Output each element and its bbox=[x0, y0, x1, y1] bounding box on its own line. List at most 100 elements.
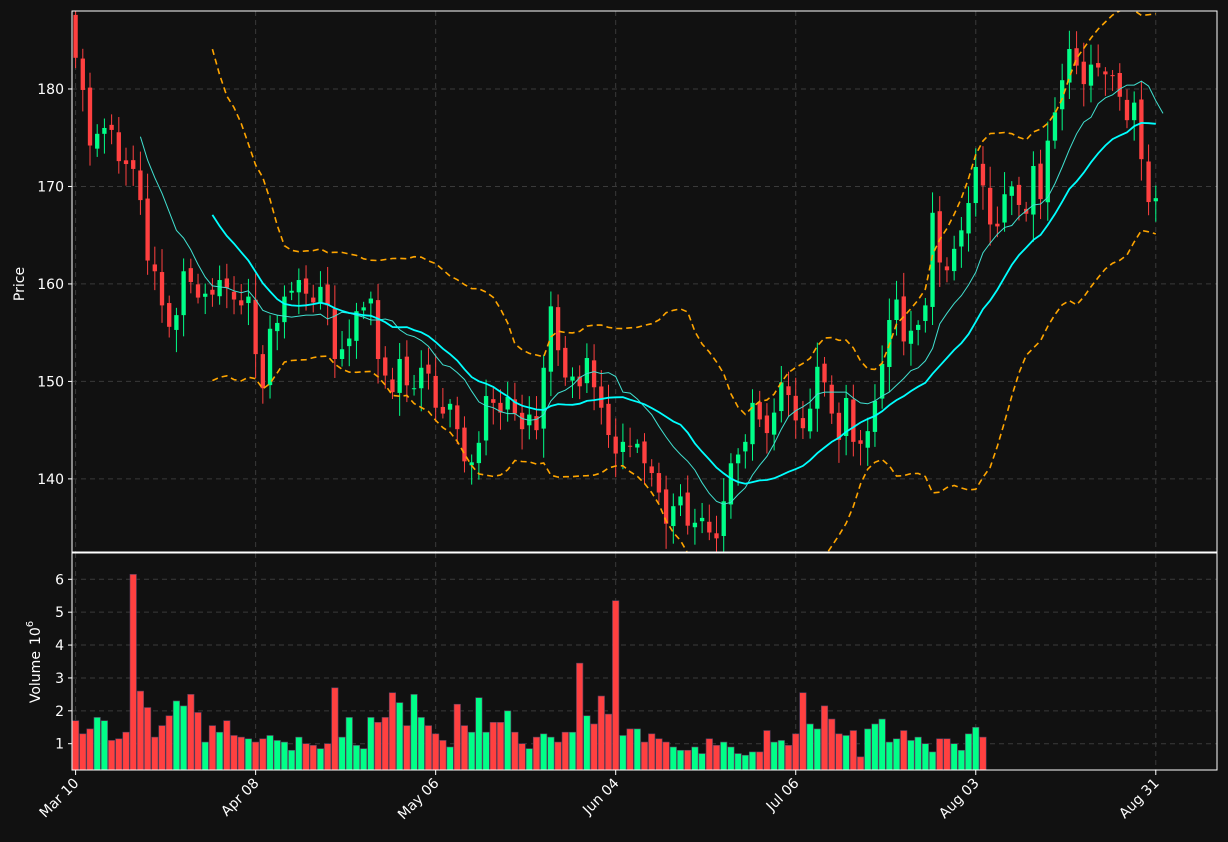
volume-bar bbox=[828, 718, 836, 770]
volume-bar bbox=[583, 715, 591, 770]
candle-body bbox=[116, 132, 121, 162]
volume-bar bbox=[295, 736, 303, 770]
candle-body bbox=[1045, 140, 1050, 203]
candle-body bbox=[599, 386, 604, 408]
volume-bar bbox=[446, 746, 454, 770]
candle-body bbox=[383, 357, 388, 376]
candle-body bbox=[606, 403, 611, 436]
volume-bar bbox=[684, 749, 692, 770]
volume-bar bbox=[792, 733, 800, 770]
price-panel-frame bbox=[71, 10, 1218, 553]
volume-bar bbox=[410, 694, 418, 770]
candle-body bbox=[678, 496, 683, 506]
volume-bar bbox=[965, 733, 973, 770]
volume-bar bbox=[266, 735, 274, 770]
candle-body bbox=[1146, 161, 1151, 203]
volume-bar bbox=[360, 748, 368, 770]
candle-body bbox=[656, 473, 662, 493]
candle-body bbox=[361, 307, 366, 311]
price-tick-label-170: 170 bbox=[37, 179, 64, 195]
volume-bar bbox=[208, 725, 216, 770]
volume-bar bbox=[820, 705, 829, 770]
candle-body bbox=[944, 266, 950, 271]
candle-body bbox=[239, 300, 244, 306]
candle-body bbox=[505, 397, 510, 410]
volume-bar bbox=[640, 741, 649, 770]
volume-bar bbox=[619, 735, 627, 770]
volume-bar bbox=[396, 702, 404, 770]
candle-body bbox=[354, 311, 359, 341]
volume-bar bbox=[194, 712, 202, 770]
candle-body bbox=[1052, 112, 1058, 141]
candle-body bbox=[915, 324, 921, 330]
volume-bar bbox=[568, 731, 577, 770]
candle-body bbox=[1038, 163, 1043, 200]
candle-body bbox=[750, 402, 755, 445]
upper-band-line bbox=[211, 11, 1156, 416]
candle-body bbox=[512, 399, 518, 414]
volume-bar bbox=[669, 746, 677, 770]
volume-bar bbox=[403, 725, 411, 770]
candle-body bbox=[685, 492, 690, 526]
candle-body bbox=[534, 416, 539, 431]
candle-body bbox=[253, 299, 258, 355]
candle-body bbox=[620, 441, 626, 452]
volume-bar bbox=[316, 748, 324, 770]
volume-bar bbox=[957, 749, 965, 770]
volume-bar bbox=[432, 733, 440, 770]
volume-bar bbox=[302, 743, 310, 770]
volume-bar bbox=[489, 722, 497, 770]
candle-body bbox=[102, 127, 107, 134]
candle-body bbox=[836, 412, 842, 440]
candle-body bbox=[591, 360, 597, 388]
candle-body bbox=[289, 290, 294, 293]
volume-tick-label-5: 5 bbox=[55, 605, 64, 621]
volume-bar bbox=[93, 717, 101, 770]
candle-body bbox=[188, 268, 193, 282]
lower-band-line bbox=[212, 229, 1157, 552]
candle-body bbox=[80, 58, 85, 90]
candle-body bbox=[332, 308, 338, 359]
volume-axis-label: Volume 106 bbox=[25, 621, 44, 703]
candle-body bbox=[829, 384, 834, 414]
volume-bar bbox=[813, 728, 821, 770]
price-axis-label: Price bbox=[12, 267, 28, 301]
volume-tick-label-6: 6 bbox=[55, 572, 64, 588]
volume-bar bbox=[115, 738, 123, 770]
candle-body bbox=[627, 445, 633, 447]
volume-bar bbox=[972, 726, 980, 770]
volume-bar bbox=[936, 738, 944, 770]
volume-bar bbox=[165, 715, 173, 770]
candle-body bbox=[224, 278, 229, 288]
candle-body bbox=[267, 328, 273, 386]
volume-bar bbox=[460, 725, 469, 770]
volume-bar bbox=[122, 731, 130, 770]
candle-body bbox=[195, 284, 201, 298]
volume-bar bbox=[590, 723, 598, 770]
volume-bar bbox=[777, 740, 785, 770]
candle-body bbox=[555, 307, 561, 351]
candle-body bbox=[1060, 80, 1065, 110]
candle-body bbox=[491, 399, 496, 403]
candle-body bbox=[879, 363, 885, 399]
volume-bar bbox=[612, 600, 620, 770]
candle-body bbox=[455, 405, 460, 430]
candle-body bbox=[642, 441, 647, 464]
volume-bar bbox=[712, 745, 721, 770]
volume-axis-label-exponent-base: 10 bbox=[28, 627, 44, 645]
volume-axis-label-text: Volume bbox=[28, 651, 44, 703]
volume-bar bbox=[525, 748, 533, 770]
candle-body bbox=[109, 124, 114, 130]
volume-bar bbox=[324, 743, 332, 770]
candle-body bbox=[973, 166, 978, 204]
candle-body bbox=[735, 454, 741, 464]
candle-body bbox=[167, 303, 172, 327]
volume-bar bbox=[856, 756, 865, 770]
volume-bar bbox=[216, 731, 224, 770]
candle-body bbox=[699, 517, 705, 522]
candle-body bbox=[1096, 63, 1101, 68]
volume-bar bbox=[871, 723, 879, 770]
candle-body bbox=[851, 399, 856, 442]
candle-body bbox=[210, 289, 215, 295]
price-tick-label-180: 180 bbox=[37, 82, 64, 98]
